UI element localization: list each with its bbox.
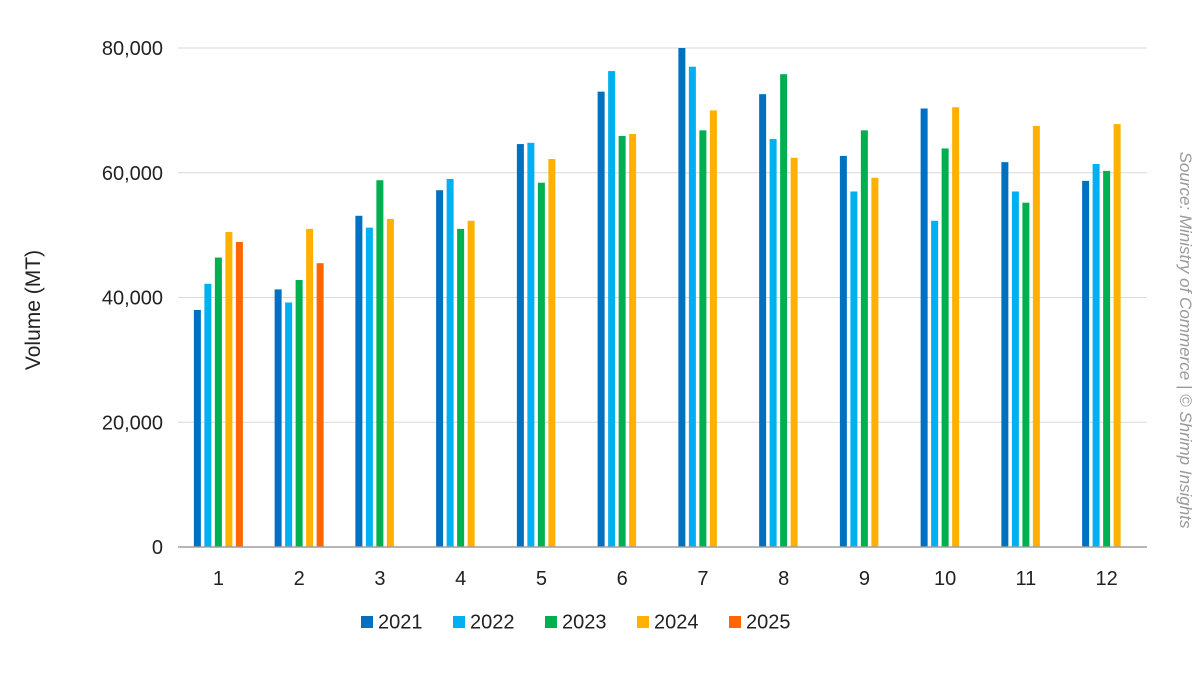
bar-2021-3 [355, 215, 363, 547]
legend-swatch-2021 [361, 616, 373, 628]
bar-2023-7 [699, 130, 707, 547]
x-tick-label: 4 [455, 568, 466, 590]
x-tick-label: 10 [934, 568, 956, 590]
legend: 2021 2022 2023 2024 2025 [361, 612, 791, 634]
bar-2021-5 [516, 144, 524, 547]
x-tick-label: 5 [536, 568, 547, 590]
bar-2024-9 [871, 177, 879, 548]
bar-2021-2 [274, 289, 282, 547]
bar-2021-7 [678, 48, 686, 547]
source-note: Source: Ministry of Commerce | © Shrimp … [1176, 152, 1195, 529]
bar-2023-9 [860, 130, 868, 547]
bar-2021-11 [1001, 162, 1009, 548]
y-axis-tick-labels: 0 20,000 40,000 60,000 80,000 [102, 38, 163, 559]
legend-label-2022: 2022 [470, 612, 515, 634]
bar-2021-4 [436, 190, 444, 547]
x-tick-label: 6 [617, 568, 628, 590]
x-tick-label: 1 [213, 568, 224, 590]
x-tick-label: 2 [294, 568, 305, 590]
bar-2024-4 [467, 220, 475, 547]
bar-2022-10 [931, 220, 939, 547]
bar-2022-1 [204, 283, 212, 547]
bar-2022-11 [1011, 191, 1019, 547]
bar-2024-12 [1113, 124, 1121, 547]
bar-2022-6 [608, 71, 616, 548]
bar-2021-6 [597, 91, 605, 547]
bar-2023-6 [618, 135, 626, 548]
legend-swatch-2024 [637, 616, 649, 628]
bar-2024-10 [952, 107, 960, 547]
bar-2021-9 [839, 155, 847, 547]
y-tick-label: 20,000 [102, 412, 163, 434]
bar-2021-1 [193, 309, 201, 547]
x-tick-label: 12 [1096, 568, 1118, 590]
bar-2023-10 [941, 148, 949, 547]
x-axis-tick-labels: 1 2 3 4 5 6 7 8 9 10 11 12 [213, 568, 1118, 590]
bar-2023-3 [376, 180, 384, 548]
bar-2022-7 [688, 66, 696, 548]
bar-2024-2 [306, 228, 314, 547]
bar-2025-2 [316, 263, 324, 547]
legend-swatch-2023 [545, 616, 557, 628]
legend-swatch-2025 [729, 616, 741, 628]
bar-2022-2 [285, 302, 293, 547]
bar-2023-4 [457, 228, 465, 547]
bar-2021-10 [920, 108, 928, 547]
bar-2022-3 [365, 227, 373, 547]
x-tick-label: 3 [374, 568, 385, 590]
y-axis-title: Volume (MT) [22, 250, 45, 370]
bar-2022-4 [446, 178, 454, 548]
x-tick-label: 7 [697, 568, 708, 590]
y-tick-label: 0 [152, 537, 163, 559]
bar-2022-12 [1092, 164, 1100, 547]
bar-2023-5 [537, 182, 545, 548]
y-tick-label: 40,000 [102, 288, 163, 310]
bar-2024-11 [1032, 125, 1040, 547]
bar-2025-1 [235, 241, 243, 547]
bar-2024-5 [548, 159, 556, 547]
legend-label-2025: 2025 [746, 612, 791, 634]
bar-2024-7 [709, 110, 717, 547]
bar-2024-3 [386, 218, 394, 547]
bar-2023-2 [295, 280, 303, 547]
bars [193, 48, 1121, 548]
legend-label-2024: 2024 [654, 612, 699, 634]
gridlines [178, 47, 1147, 423]
bar-2021-12 [1082, 180, 1090, 547]
bar-2022-8 [769, 139, 777, 547]
legend-label-2021: 2021 [378, 612, 423, 634]
bar-2023-8 [780, 74, 788, 547]
y-tick-label: 80,000 [102, 38, 163, 60]
x-tick-label: 8 [778, 568, 789, 590]
bar-2023-12 [1103, 170, 1111, 547]
legend-label-2023: 2023 [562, 612, 607, 634]
y-tick-label: 60,000 [102, 163, 163, 185]
bar-2024-1 [225, 232, 233, 547]
bar-2024-8 [790, 157, 798, 547]
legend-swatch-2022 [453, 616, 465, 628]
bar-2021-8 [759, 94, 767, 547]
bar-2024-6 [629, 134, 637, 547]
bar-2023-11 [1022, 202, 1030, 547]
x-tick-label: 11 [1015, 568, 1036, 590]
bar-2022-5 [527, 142, 535, 547]
bar-2022-9 [850, 191, 858, 547]
x-tick-label: 9 [859, 568, 870, 590]
bar-2023-1 [214, 257, 222, 547]
